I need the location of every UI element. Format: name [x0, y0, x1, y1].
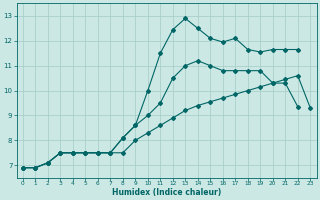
X-axis label: Humidex (Indice chaleur): Humidex (Indice chaleur) — [112, 188, 221, 197]
